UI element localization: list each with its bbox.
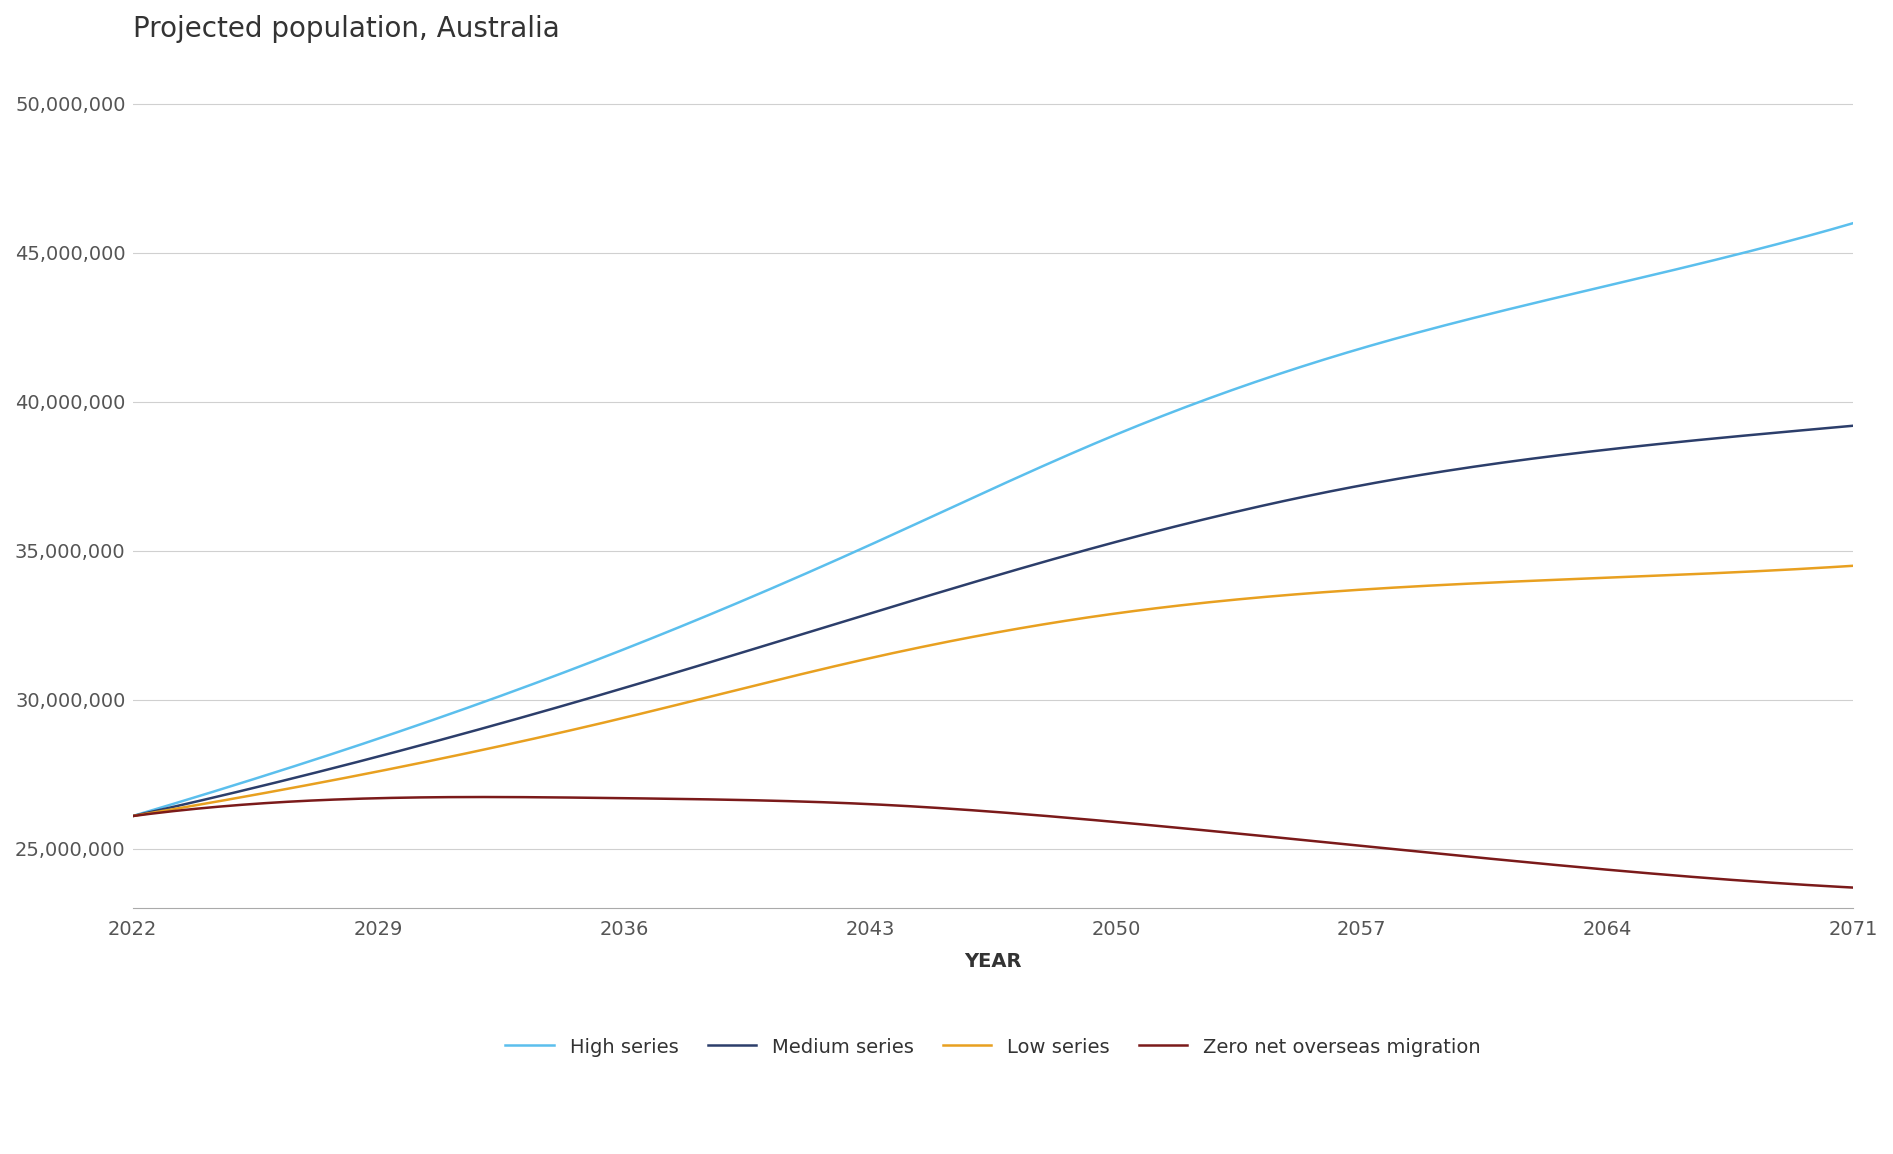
- High series: [1842, 216, 1865, 230]
- Medium series: [1571, 445, 1594, 459]
- Low series: [127, 808, 150, 822]
- Zero net overseas migration: [127, 809, 150, 823]
- Low series: [1140, 602, 1162, 616]
- High series: [121, 809, 144, 823]
- Zero net overseas migration: [471, 790, 494, 804]
- Line: Medium series: Medium series: [133, 426, 1853, 816]
- High series: [1140, 413, 1162, 427]
- Low series: [1571, 571, 1594, 585]
- High series: [1681, 258, 1704, 272]
- Medium series: [121, 809, 144, 823]
- Text: Projected population, Australia: Projected population, Australia: [133, 15, 558, 43]
- X-axis label: YEAR: YEAR: [964, 952, 1022, 972]
- Zero net overseas migration: [1687, 870, 1709, 884]
- Zero net overseas migration: [1842, 881, 1865, 894]
- Medium series: [1842, 419, 1865, 433]
- High series: [127, 808, 150, 822]
- Medium series: [127, 808, 150, 822]
- Zero net overseas migration: [1145, 819, 1168, 833]
- Line: High series: High series: [133, 223, 1853, 816]
- Legend: High series, Medium series, Low series, Zero net overseas migration: High series, Medium series, Low series, …: [498, 1028, 1488, 1065]
- High series: [1174, 400, 1196, 414]
- Low series: [1842, 559, 1865, 572]
- Medium series: [1145, 524, 1168, 538]
- Medium series: [1174, 517, 1196, 531]
- Low series: [1681, 568, 1704, 582]
- High series: [1571, 285, 1594, 299]
- High series: [1145, 411, 1168, 425]
- Low series: [1174, 598, 1196, 612]
- Zero net overseas migration: [1179, 822, 1202, 835]
- Low series: [121, 809, 144, 823]
- Medium series: [1681, 434, 1704, 448]
- Medium series: [1140, 526, 1162, 540]
- Line: Low series: Low series: [133, 565, 1853, 816]
- Zero net overseas migration: [1577, 861, 1600, 875]
- Low series: [1145, 601, 1168, 615]
- Zero net overseas migration: [1151, 819, 1174, 833]
- Line: Zero net overseas migration: Zero net overseas migration: [133, 797, 1853, 887]
- Zero net overseas migration: [121, 809, 144, 823]
